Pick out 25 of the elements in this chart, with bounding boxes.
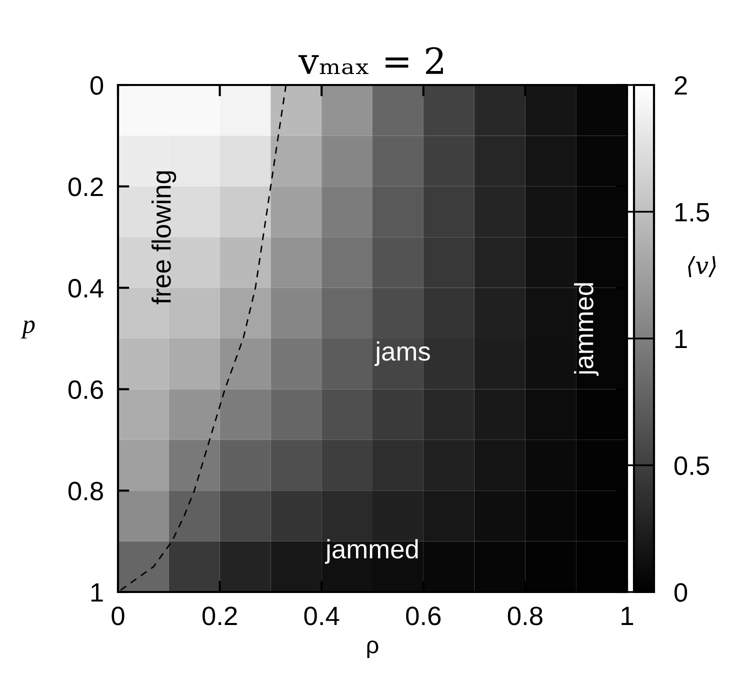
chart-title: vₘₐₓ = 2 (298, 47, 443, 74)
y-tick-label: 0 (90, 76, 104, 95)
color-bar-label: 1.5 (675, 203, 710, 222)
annotation: jammed (324, 539, 418, 564)
color-bar-label: 0 (674, 583, 688, 602)
y-tick-label: 0.8 (68, 482, 103, 500)
y-axis-title: p (20, 320, 35, 338)
x-tick-label: 0.6 (406, 606, 441, 626)
x-tick-label: 0.8 (508, 606, 542, 626)
x-axis-title: ρ (367, 640, 378, 658)
annotation: jams (374, 341, 430, 366)
x-tick-label: 0.4 (304, 606, 340, 626)
y-tick-label: 1 (91, 583, 103, 602)
color-bar-label: 1 (675, 330, 687, 348)
y-tick-label: 0.2 (68, 178, 103, 196)
annotation: free flowing (152, 171, 176, 304)
x-tick-label: 1 (622, 606, 634, 626)
x-tick-label: 0.2 (202, 606, 237, 626)
y-tick-label: 0.4 (68, 278, 104, 298)
color-bar-label: 2 (674, 76, 687, 95)
y-tick-label: 0.6 (68, 380, 103, 400)
color-bar-title: ⟨v⟩ (688, 256, 716, 278)
color-bar-label: 0.5 (674, 456, 710, 476)
annotation: jammed (574, 283, 599, 376)
x-tick-label: 0 (112, 606, 124, 626)
